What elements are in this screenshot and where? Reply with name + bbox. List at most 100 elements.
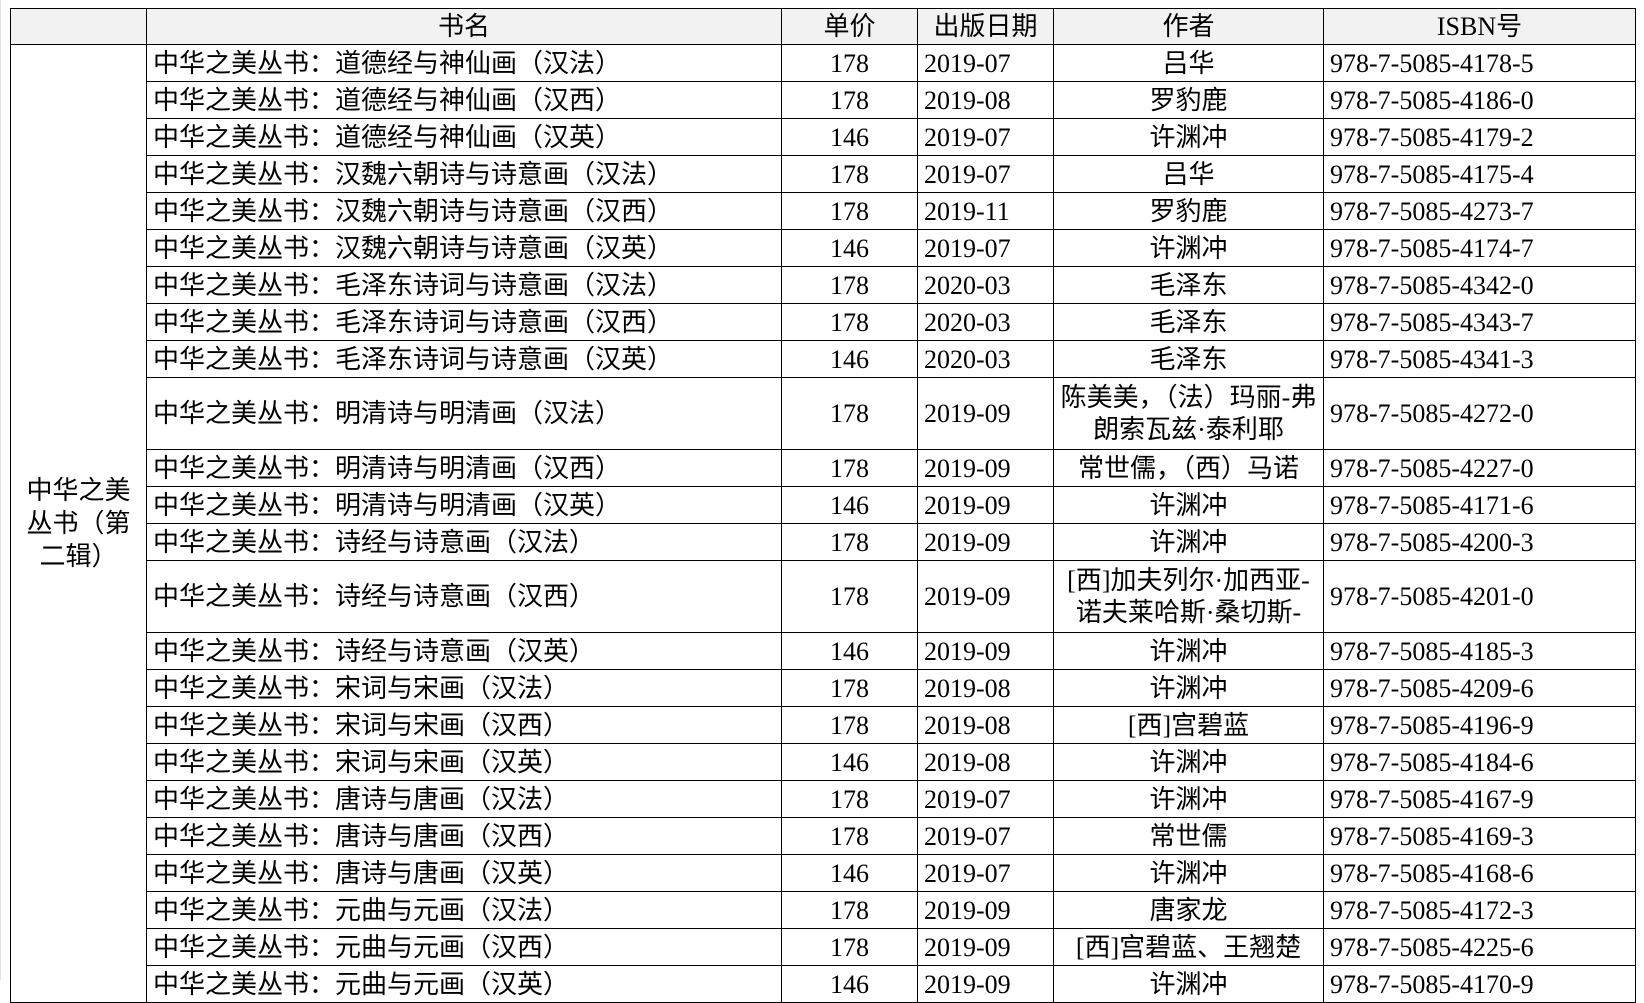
price-cell[interactable]: 178 xyxy=(781,44,918,82)
header-price[interactable]: 单价 xyxy=(781,8,918,45)
date-cell[interactable]: 2019-09 xyxy=(917,965,1054,1003)
author-cell[interactable]: 许渊冲 xyxy=(1053,486,1324,524)
date-cell[interactable]: 2019-08 xyxy=(917,669,1054,707)
date-cell[interactable]: 2019-09 xyxy=(917,486,1054,524)
isbn-cell[interactable]: 978-7-5085-4171-6 xyxy=(1323,486,1636,524)
isbn-cell[interactable]: 978-7-5085-4185-3 xyxy=(1323,632,1636,670)
date-cell[interactable]: 2020-03 xyxy=(917,303,1054,341)
isbn-cell[interactable]: 978-7-5085-4167-9 xyxy=(1323,780,1636,818)
price-cell[interactable]: 178 xyxy=(781,266,918,304)
date-cell[interactable]: 2019-09 xyxy=(917,891,1054,929)
price-cell[interactable]: 178 xyxy=(781,560,918,633)
author-cell[interactable]: 吕华 xyxy=(1053,44,1324,82)
date-cell[interactable]: 2020-03 xyxy=(917,266,1054,304)
author-cell[interactable]: 许渊冲 xyxy=(1053,965,1324,1003)
author-cell[interactable]: 毛泽东 xyxy=(1053,266,1324,304)
title-cell[interactable]: 中华之美丛书：宋词与宋画（汉法） xyxy=(146,669,782,707)
price-cell[interactable]: 178 xyxy=(781,780,918,818)
title-cell[interactable]: 中华之美丛书：唐诗与唐画（汉英） xyxy=(146,854,782,892)
title-cell[interactable]: 中华之美丛书：毛泽东诗词与诗意画（汉西） xyxy=(146,303,782,341)
price-cell[interactable]: 178 xyxy=(781,669,918,707)
header-author[interactable]: 作者 xyxy=(1053,8,1324,45)
isbn-cell[interactable]: 978-7-5085-4169-3 xyxy=(1323,817,1636,855)
price-cell[interactable]: 146 xyxy=(781,965,918,1003)
title-cell[interactable]: 中华之美丛书：唐诗与唐画（汉法） xyxy=(146,780,782,818)
price-cell[interactable]: 146 xyxy=(781,229,918,267)
isbn-cell[interactable]: 978-7-5085-4184-6 xyxy=(1323,743,1636,781)
price-cell[interactable]: 178 xyxy=(781,81,918,119)
title-cell[interactable]: 中华之美丛书：毛泽东诗词与诗意画（汉英） xyxy=(146,340,782,378)
title-cell[interactable]: 中华之美丛书：诗经与诗意画（汉法） xyxy=(146,523,782,561)
title-cell[interactable]: 中华之美丛书：毛泽东诗词与诗意画（汉法） xyxy=(146,266,782,304)
date-cell[interactable]: 2019-07 xyxy=(917,817,1054,855)
isbn-cell[interactable]: 978-7-5085-4342-0 xyxy=(1323,266,1636,304)
isbn-cell[interactable]: 978-7-5085-4174-7 xyxy=(1323,229,1636,267)
header-isbn[interactable]: ISBN号 xyxy=(1323,8,1636,45)
price-cell[interactable]: 178 xyxy=(781,891,918,929)
price-cell[interactable]: 146 xyxy=(781,854,918,892)
author-cell[interactable]: 许渊冲 xyxy=(1053,523,1324,561)
author-cell[interactable]: 许渊冲 xyxy=(1053,669,1324,707)
date-cell[interactable]: 2019-11 xyxy=(917,192,1054,230)
price-cell[interactable]: 178 xyxy=(781,928,918,966)
title-cell[interactable]: 中华之美丛书：道德经与神仙画（汉西） xyxy=(146,81,782,119)
title-cell[interactable]: 中华之美丛书：宋词与宋画（汉西） xyxy=(146,706,782,744)
date-cell[interactable]: 2019-07 xyxy=(917,854,1054,892)
isbn-cell[interactable]: 978-7-5085-4272-0 xyxy=(1323,377,1636,450)
price-cell[interactable]: 146 xyxy=(781,743,918,781)
author-cell[interactable]: 唐家龙 xyxy=(1053,891,1324,929)
title-cell[interactable]: 中华之美丛书：诗经与诗意画（汉英） xyxy=(146,632,782,670)
isbn-cell[interactable]: 978-7-5085-4175-4 xyxy=(1323,155,1636,193)
title-cell[interactable]: 中华之美丛书：汉魏六朝诗与诗意画（汉英） xyxy=(146,229,782,267)
author-cell[interactable]: 常世儒，（西）马诺 xyxy=(1053,449,1324,487)
isbn-cell[interactable]: 978-7-5085-4186-0 xyxy=(1323,81,1636,119)
isbn-cell[interactable]: 978-7-5085-4196-9 xyxy=(1323,706,1636,744)
price-cell[interactable]: 178 xyxy=(781,303,918,341)
date-cell[interactable]: 2019-07 xyxy=(917,155,1054,193)
isbn-cell[interactable]: 978-7-5085-4209-6 xyxy=(1323,669,1636,707)
price-cell[interactable]: 178 xyxy=(781,523,918,561)
title-cell[interactable]: 中华之美丛书：元曲与元画（汉西） xyxy=(146,928,782,966)
series-cell[interactable]: 中华之美丛书（第二辑） xyxy=(10,44,147,1003)
isbn-cell[interactable]: 978-7-5085-4179-2 xyxy=(1323,118,1636,156)
price-cell[interactable]: 178 xyxy=(781,377,918,450)
isbn-cell[interactable]: 978-7-5085-4170-9 xyxy=(1323,965,1636,1003)
title-cell[interactable]: 中华之美丛书：唐诗与唐画（汉西） xyxy=(146,817,782,855)
price-cell[interactable]: 146 xyxy=(781,340,918,378)
price-cell[interactable]: 178 xyxy=(781,192,918,230)
date-cell[interactable]: 2019-08 xyxy=(917,81,1054,119)
title-cell[interactable]: 中华之美丛书：元曲与元画（汉法） xyxy=(146,891,782,929)
date-cell[interactable]: 2019-09 xyxy=(917,560,1054,633)
date-cell[interactable]: 2019-09 xyxy=(917,632,1054,670)
author-cell[interactable]: 毛泽东 xyxy=(1053,303,1324,341)
title-cell[interactable]: 中华之美丛书：汉魏六朝诗与诗意画（汉法） xyxy=(146,155,782,193)
author-cell[interactable]: 许渊冲 xyxy=(1053,118,1324,156)
title-cell[interactable]: 中华之美丛书：宋词与宋画（汉英） xyxy=(146,743,782,781)
header-corner[interactable] xyxy=(10,8,147,45)
author-cell[interactable]: [西]宫碧蓝 xyxy=(1053,706,1324,744)
date-cell[interactable]: 2019-07 xyxy=(917,118,1054,156)
title-cell[interactable]: 中华之美丛书：明清诗与明清画（汉法） xyxy=(146,377,782,450)
isbn-cell[interactable]: 978-7-5085-4341-3 xyxy=(1323,340,1636,378)
author-cell[interactable]: 常世儒 xyxy=(1053,817,1324,855)
header-date[interactable]: 出版日期 xyxy=(917,8,1054,45)
isbn-cell[interactable]: 978-7-5085-4227-0 xyxy=(1323,449,1636,487)
author-cell[interactable]: 许渊冲 xyxy=(1053,743,1324,781)
date-cell[interactable]: 2020-03 xyxy=(917,340,1054,378)
date-cell[interactable]: 2019-09 xyxy=(917,523,1054,561)
author-cell[interactable]: 许渊冲 xyxy=(1053,854,1324,892)
isbn-cell[interactable]: 978-7-5085-4172-3 xyxy=(1323,891,1636,929)
title-cell[interactable]: 中华之美丛书：元曲与元画（汉英） xyxy=(146,965,782,1003)
author-cell[interactable]: 陈美美，（法）玛丽-弗朗索瓦兹·泰利耶 xyxy=(1053,377,1324,450)
title-cell[interactable]: 中华之美丛书：诗经与诗意画（汉西） xyxy=(146,560,782,633)
author-cell[interactable]: [西]加夫列尔·加西亚-诺夫莱哈斯·桑切斯- xyxy=(1053,560,1324,633)
title-cell[interactable]: 中华之美丛书：明清诗与明清画（汉英） xyxy=(146,486,782,524)
price-cell[interactable]: 146 xyxy=(781,118,918,156)
price-cell[interactable]: 146 xyxy=(781,632,918,670)
title-cell[interactable]: 中华之美丛书：道德经与神仙画（汉法） xyxy=(146,44,782,82)
title-cell[interactable]: 中华之美丛书：汉魏六朝诗与诗意画（汉西） xyxy=(146,192,782,230)
price-cell[interactable]: 178 xyxy=(781,706,918,744)
price-cell[interactable]: 178 xyxy=(781,449,918,487)
author-cell[interactable]: 罗豹鹿 xyxy=(1053,81,1324,119)
author-cell[interactable]: 吕华 xyxy=(1053,155,1324,193)
